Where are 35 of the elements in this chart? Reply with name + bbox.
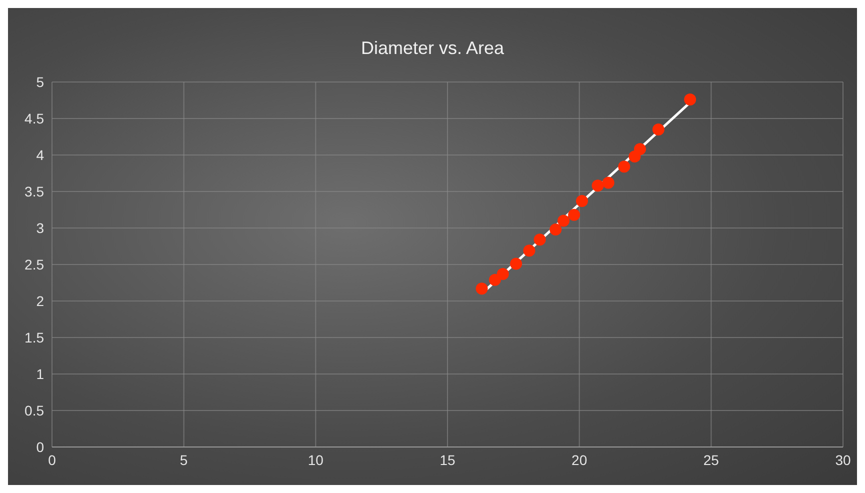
point	[496, 268, 509, 280]
point	[488, 274, 501, 286]
x-tick-label: 5	[180, 452, 188, 468]
y-tick-label: 4.5	[24, 110, 44, 126]
y-tick-label: 1	[36, 366, 44, 382]
y-tick-label: 5	[36, 74, 44, 90]
x-tick-label: 0	[48, 452, 56, 468]
point	[602, 176, 614, 189]
point	[558, 214, 570, 227]
y-tick-label: 0	[36, 438, 44, 455]
y-tick-label: 2.5	[24, 256, 44, 272]
point	[634, 143, 646, 156]
point	[576, 194, 588, 207]
y-tick-label: 4	[36, 146, 44, 163]
point	[684, 94, 696, 106]
y-tick-label: 2	[36, 292, 44, 309]
x-tick-label: 15	[440, 452, 456, 468]
point	[476, 282, 488, 295]
y-tick-label: 3.5	[24, 183, 44, 200]
x-tick-label: 30	[835, 452, 851, 468]
y-tick-label: 3	[36, 220, 44, 236]
point	[510, 258, 522, 270]
x-tick-label: 10	[308, 452, 324, 468]
point	[550, 223, 562, 236]
x-tick-label: 20	[572, 452, 588, 468]
point	[652, 123, 664, 136]
y-tick-label: 1.5	[24, 329, 44, 346]
x-tick-label: 25	[703, 452, 720, 468]
point	[568, 208, 580, 221]
point	[618, 160, 630, 173]
y-tick-label: 0.5	[24, 402, 44, 418]
point	[592, 180, 604, 192]
point	[523, 244, 536, 257]
chart-title: Diameter vs. Area	[360, 38, 506, 59]
point	[534, 234, 546, 246]
